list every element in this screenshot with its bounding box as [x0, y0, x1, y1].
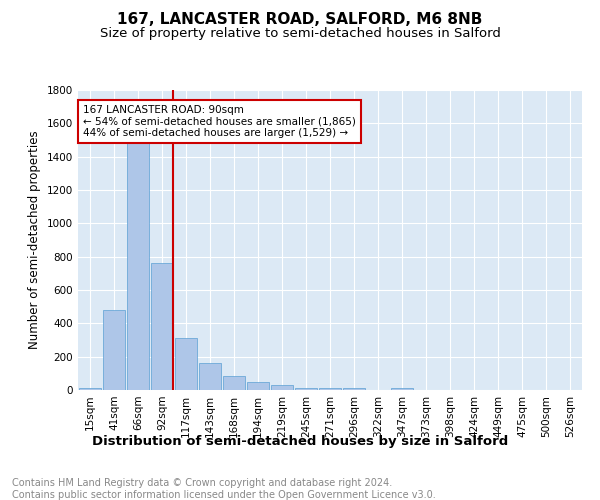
Bar	[79, 388, 101, 390]
Bar	[223, 376, 245, 390]
Bar	[103, 310, 125, 390]
Bar	[295, 388, 317, 390]
Text: Distribution of semi-detached houses by size in Salford: Distribution of semi-detached houses by …	[92, 435, 508, 448]
Y-axis label: Number of semi-detached properties: Number of semi-detached properties	[28, 130, 41, 350]
Bar	[127, 140, 149, 390]
Text: 167 LANCASTER ROAD: 90sqm
← 54% of semi-detached houses are smaller (1,865)
44% : 167 LANCASTER ROAD: 90sqm ← 54% of semi-…	[83, 105, 356, 138]
Bar	[391, 388, 413, 390]
Bar	[199, 364, 221, 390]
Text: 167, LANCASTER ROAD, SALFORD, M6 8NB: 167, LANCASTER ROAD, SALFORD, M6 8NB	[118, 12, 482, 28]
Text: Size of property relative to semi-detached houses in Salford: Size of property relative to semi-detach…	[100, 28, 500, 40]
Bar	[151, 264, 173, 390]
Bar	[247, 382, 269, 390]
Bar	[319, 388, 341, 390]
Bar	[175, 338, 197, 390]
Bar	[271, 385, 293, 390]
Bar	[343, 388, 365, 390]
Text: Contains HM Land Registry data © Crown copyright and database right 2024.
Contai: Contains HM Land Registry data © Crown c…	[12, 478, 436, 500]
